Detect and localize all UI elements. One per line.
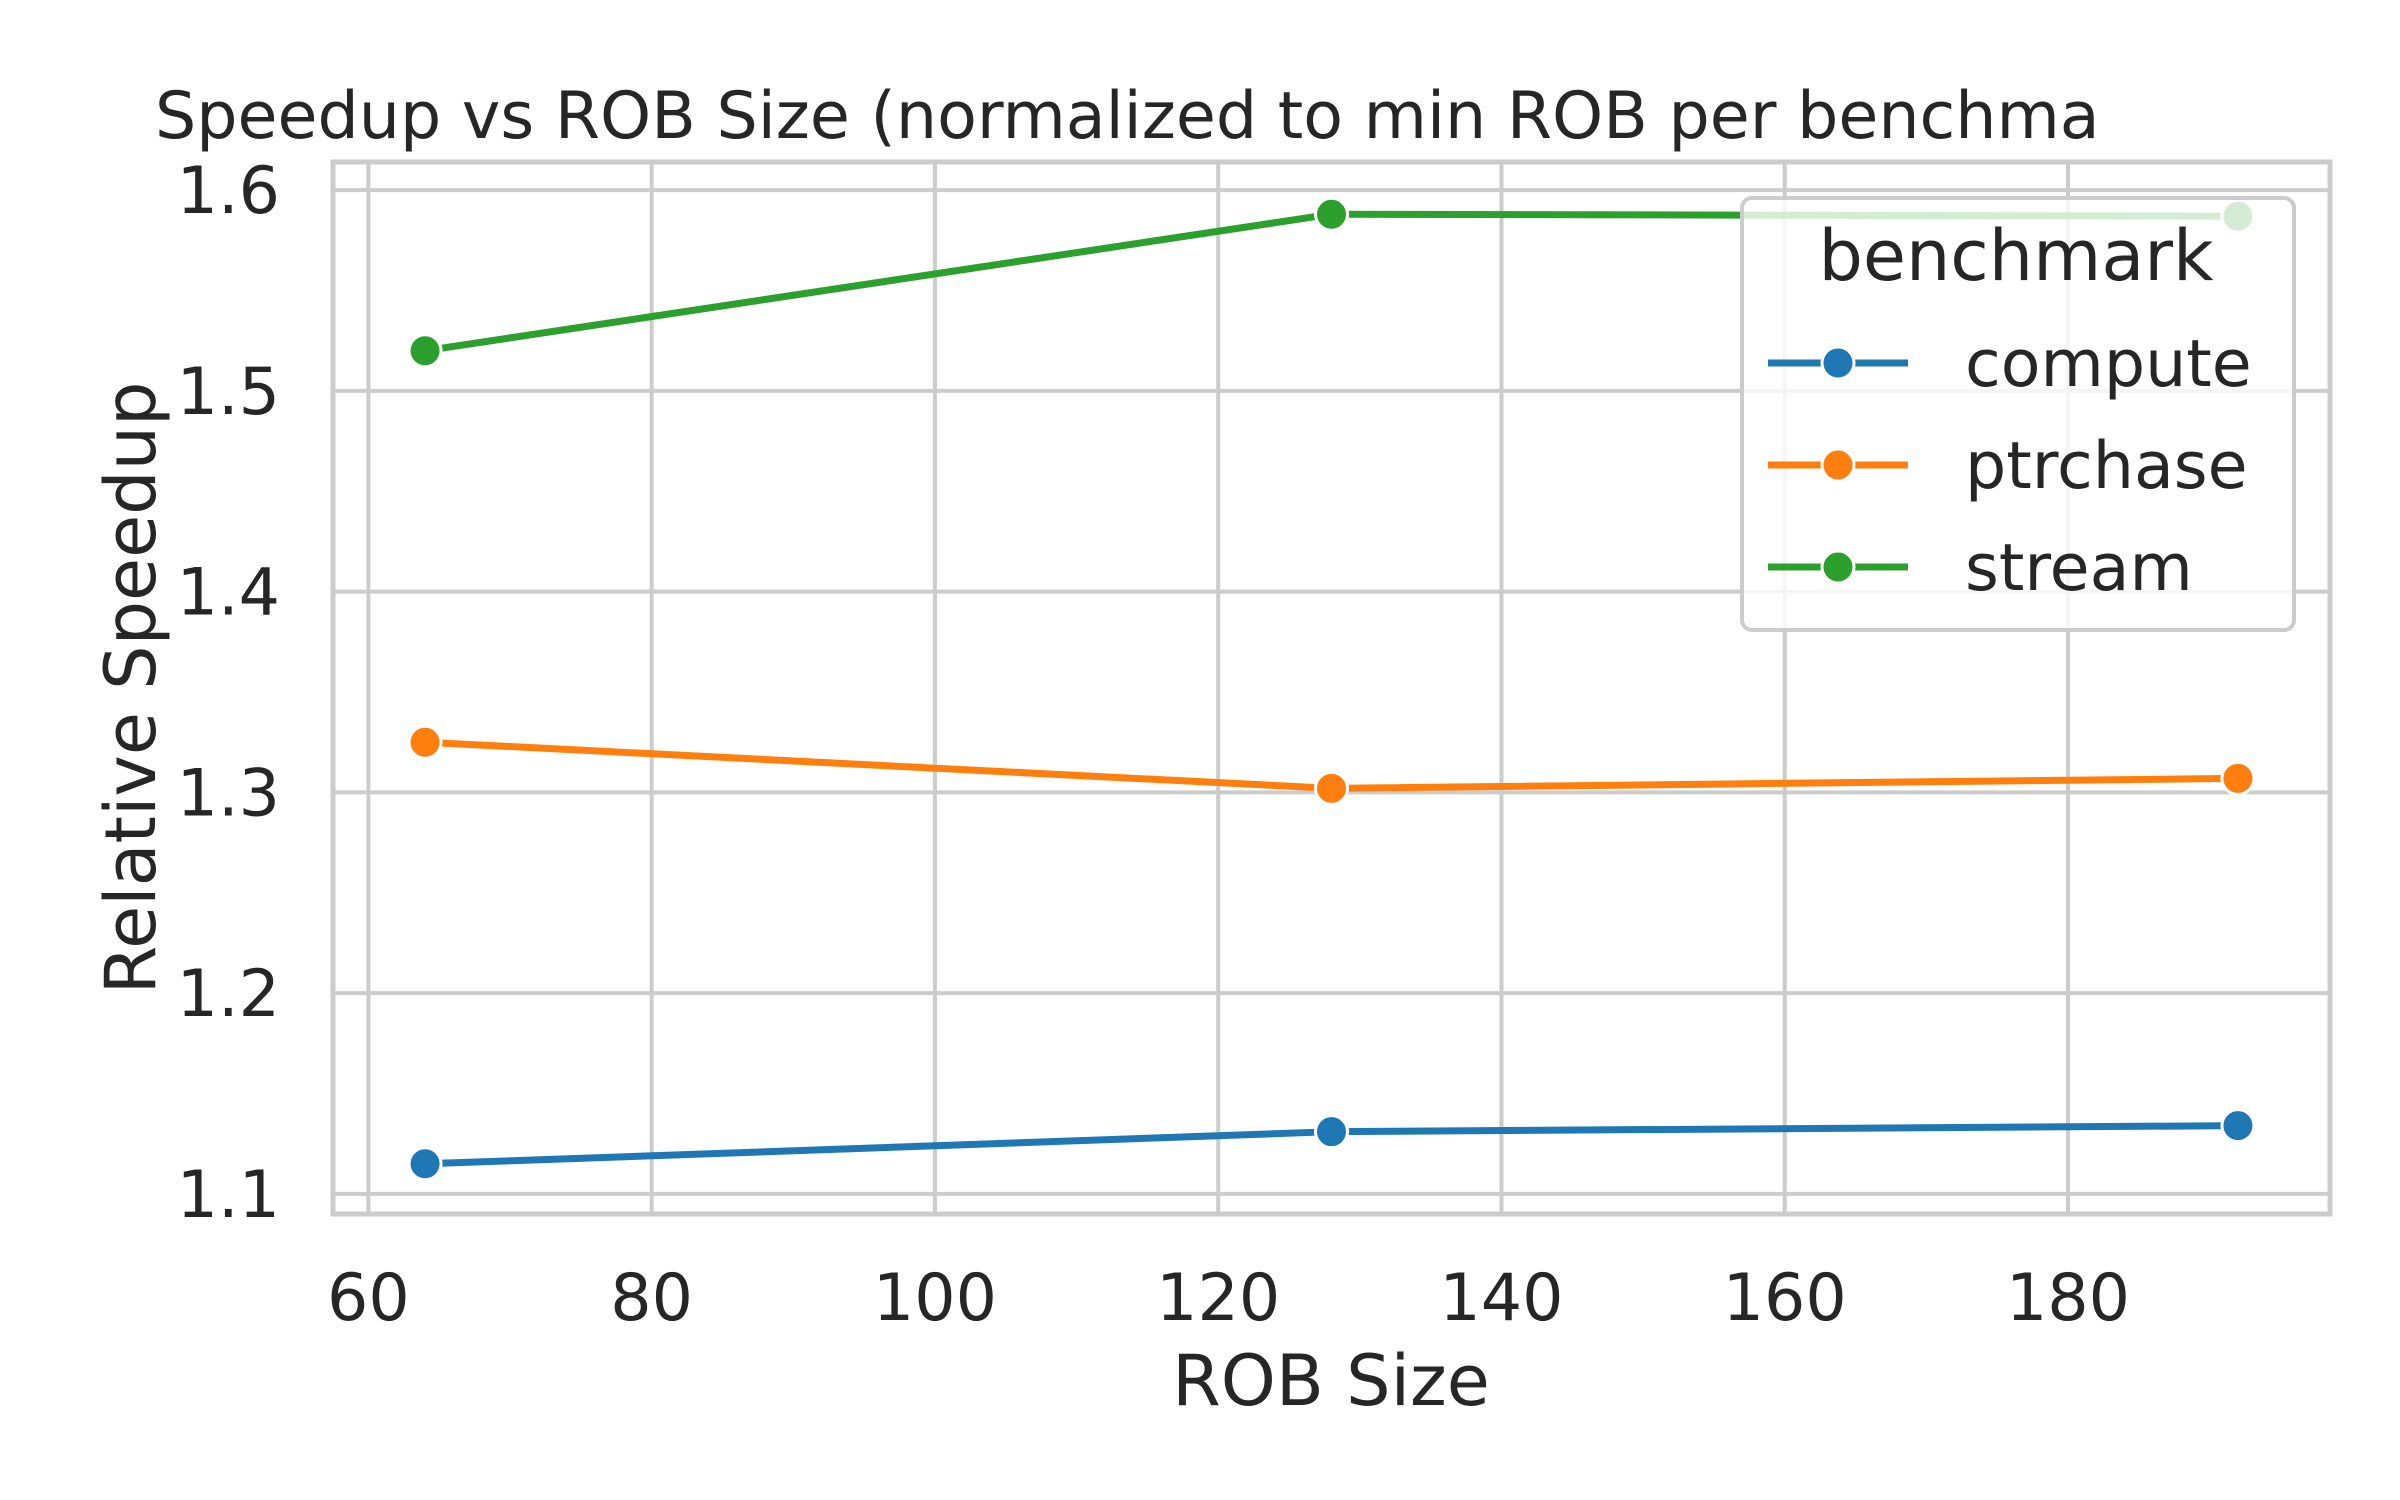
x-axis-ticks: 60 80 100 120 140 160 180 [327,1261,2130,1336]
legend-label: ptrchase [1965,429,2248,504]
legend-entries: compute ptrchase stream [1768,327,2252,606]
legend-label: stream [1965,531,2193,606]
ptrchase-point [1314,770,1349,806]
y-tick-label: 1.1 [177,1158,280,1233]
series-ptrchase [407,724,2256,806]
legend: benchmark compute ptrchase stream [1740,196,2296,632]
stream-point [407,333,443,369]
legend-label: compute [1965,327,2252,402]
x-tick-label: 60 [327,1261,410,1336]
y-tick-label: 1.3 [177,756,280,831]
x-tick-label: 80 [610,1261,693,1336]
stream-point [1314,196,1349,232]
series-compute [407,1108,2256,1182]
x-axis-label: ROB Size [1172,1340,1490,1422]
y-tick-label: 1.6 [177,154,280,229]
y-tick-label: 1.5 [177,355,280,430]
x-tick-label: 120 [1156,1261,1280,1336]
legend-marker [1820,447,1856,483]
series-layer [407,196,2256,1182]
y-axis-ticks: 1.1 1.2 1.3 1.4 1.5 1.6 [177,154,280,1233]
plot-frame [330,159,2333,1217]
legend-marker [1820,549,1856,585]
x-tick-label: 100 [873,1261,997,1336]
legend-entry-compute: compute [1768,327,2252,402]
legend-box [1740,196,2296,632]
x-tick-label: 160 [1723,1261,1847,1336]
x-tick-label: 140 [1439,1261,1563,1336]
x-tick-label: 180 [2006,1261,2130,1336]
y-axis-label: Relative Speedup [90,382,172,995]
compute-point [2220,1108,2256,1144]
compute-point [1314,1114,1349,1150]
ptrchase-point [2220,760,2256,796]
legend-title: benchmark [1818,215,2214,297]
ptrchase-point [407,724,443,760]
y-tick-label: 1.4 [177,556,280,631]
compute-point [407,1146,443,1182]
legend-marker [1820,345,1856,381]
legend-entry-ptrchase: ptrchase [1768,429,2248,504]
y-tick-label: 1.2 [177,957,280,1032]
chart-title: Speedup vs ROB Size (normalized to min R… [155,79,2100,154]
legend-entry-stream: stream [1768,531,2193,606]
